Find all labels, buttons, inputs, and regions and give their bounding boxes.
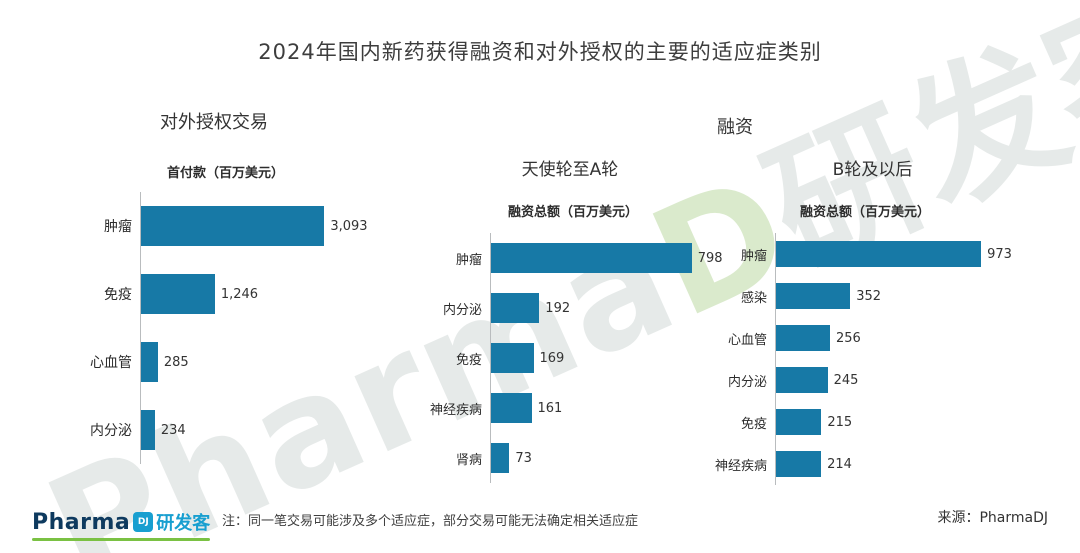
value-label: 798 xyxy=(697,250,723,266)
pharmadj-logo-row: Pharma DJ 研发客 xyxy=(32,509,210,535)
value-label: 192 xyxy=(545,300,571,316)
bar-row: 神经疾病 214 xyxy=(695,443,1050,485)
axis-title-financing-late: 融资总额（百万美元） xyxy=(800,205,931,220)
category-label: 免疫 xyxy=(740,416,767,432)
plot-area: 169 xyxy=(490,333,730,383)
chart-subtitle-late: B轮及以后 xyxy=(832,160,913,180)
value-label: 161 xyxy=(537,400,563,416)
bar-row: 免疫 215 xyxy=(695,401,1050,443)
plot-area: 215 xyxy=(775,401,1050,443)
value-label: 352 xyxy=(856,288,882,304)
category-label: 神经疾病 xyxy=(429,402,482,418)
category-label: 肿瘤 xyxy=(104,219,132,235)
bar-row: 心血管 256 xyxy=(695,317,1050,359)
plot-area: 73 xyxy=(490,433,730,483)
bar xyxy=(776,241,982,267)
value-label: 73 xyxy=(515,450,532,466)
logo-underline xyxy=(32,538,211,541)
bar-row: 内分泌 234 xyxy=(55,396,390,464)
bar xyxy=(776,283,851,309)
pharmadj-logo: Pharma DJ 研发客 xyxy=(32,509,211,541)
category-label: 内分泌 xyxy=(90,423,132,439)
bar xyxy=(776,367,828,393)
value-label: 256 xyxy=(835,330,861,346)
bar-rows: 肿瘤 798 内分泌 192 免疫 169 xyxy=(410,233,730,483)
category-label: 肿瘤 xyxy=(455,252,482,268)
bar xyxy=(776,451,822,477)
bar-row: 肿瘤 3,093 xyxy=(55,192,390,260)
footnote: 注：同一笔交易可能涉及多个适应症，部分交易可能无法确定相关适应症 xyxy=(222,514,639,529)
bar xyxy=(141,206,325,246)
value-label: 3,093 xyxy=(330,218,368,234)
bar-row: 肿瘤 798 xyxy=(410,233,730,283)
bar-row: 感染 352 xyxy=(695,275,1050,317)
category-label: 内分泌 xyxy=(727,374,767,390)
logo-pharma-text: Pharma xyxy=(32,509,131,535)
group-header-financing: 融资 xyxy=(717,117,753,138)
bar xyxy=(491,243,692,273)
category-label: 肾病 xyxy=(455,452,482,468)
bar-row: 心血管 285 xyxy=(55,328,390,396)
value-label: 1,246 xyxy=(220,286,259,302)
logo-cn-text: 研发客 xyxy=(156,513,211,534)
plot-area: 3,093 xyxy=(140,192,390,260)
plot-area: 161 xyxy=(490,383,730,433)
value-label: 214 xyxy=(827,456,852,472)
source-credit: 来源：PharmaDJ xyxy=(937,510,1048,526)
category-label: 肿瘤 xyxy=(740,248,767,264)
plot-area: 256 xyxy=(775,317,1050,359)
chart-financing-late: B轮及以后 融资总额（百万美元） 肿瘤 973 感染 352 心血管 xyxy=(695,155,1050,485)
category-label: 免疫 xyxy=(455,352,482,368)
plot-area: 245 xyxy=(775,359,1050,401)
value-label: 973 xyxy=(987,246,1012,262)
bar xyxy=(491,443,510,473)
bar xyxy=(776,325,830,351)
chart-financing-early: 天使轮至A轮 融资总额（百万美元） 肿瘤 798 内分泌 192 免疫 xyxy=(410,155,730,483)
axis-title-upfront: 首付款（百万美元） xyxy=(167,166,285,181)
bar-row: 肿瘤 973 xyxy=(695,233,1050,275)
bar xyxy=(491,393,532,423)
chart-licensing: 首付款（百万美元） 肿瘤 3,093 免疫 1,246 心血管 xyxy=(55,162,390,464)
bar xyxy=(141,410,155,450)
category-label: 神经疾病 xyxy=(714,458,767,474)
category-label: 内分泌 xyxy=(442,302,482,318)
category-label: 心血管 xyxy=(90,355,132,371)
bar xyxy=(141,274,215,314)
plot-area: 192 xyxy=(490,283,730,333)
bar-rows: 肿瘤 3,093 免疫 1,246 心血管 285 xyxy=(55,192,390,464)
value-label: 245 xyxy=(833,372,859,388)
pharmadj-dj-icon: DJ xyxy=(133,512,154,532)
plot-area: 214 xyxy=(775,443,1050,485)
plot-area: 798 xyxy=(490,233,730,283)
group-header-licensing: 对外授权交易 xyxy=(160,112,268,133)
plot-area: 973 xyxy=(775,233,1050,275)
value-label: 215 xyxy=(827,414,853,430)
plot-area: 352 xyxy=(775,275,1050,317)
bar-row: 内分泌 192 xyxy=(410,283,730,333)
plot-area: 285 xyxy=(140,328,390,396)
chart-subtitle-early: 天使轮至A轮 xyxy=(521,160,619,180)
plot-area: 1,246 xyxy=(140,260,390,328)
value-label: 169 xyxy=(539,350,565,366)
bar-row: 免疫 1,246 xyxy=(55,260,390,328)
bar xyxy=(491,343,534,373)
page-title: 2024年国内新药获得融资和对外授权的主要的适应症类别 xyxy=(258,40,822,64)
value-label: 285 xyxy=(163,354,189,370)
bar xyxy=(141,342,158,382)
bar-row: 肾病 73 xyxy=(410,433,730,483)
category-label: 免疫 xyxy=(104,287,132,303)
plot-area: 234 xyxy=(140,396,390,464)
category-label: 感染 xyxy=(740,290,767,306)
bar-row: 免疫 169 xyxy=(410,333,730,383)
bar xyxy=(776,409,822,435)
bar xyxy=(491,293,540,323)
value-label: 234 xyxy=(160,422,186,438)
bar-row: 内分泌 245 xyxy=(695,359,1050,401)
category-label: 心血管 xyxy=(727,332,767,348)
axis-title-financing-early: 融资总额（百万美元） xyxy=(508,205,639,220)
bar-rows: 肿瘤 973 感染 352 心血管 256 xyxy=(695,233,1050,485)
bar-row: 神经疾病 161 xyxy=(410,383,730,433)
